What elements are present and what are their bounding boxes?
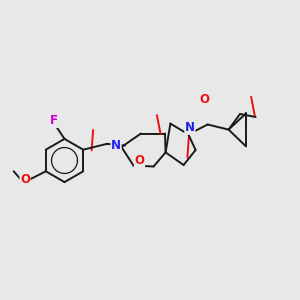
Text: N: N (111, 139, 121, 152)
Text: O: O (20, 173, 30, 186)
Text: O: O (199, 93, 209, 106)
Text: N: N (185, 121, 195, 134)
Text: F: F (50, 114, 58, 128)
Text: O: O (134, 154, 145, 167)
